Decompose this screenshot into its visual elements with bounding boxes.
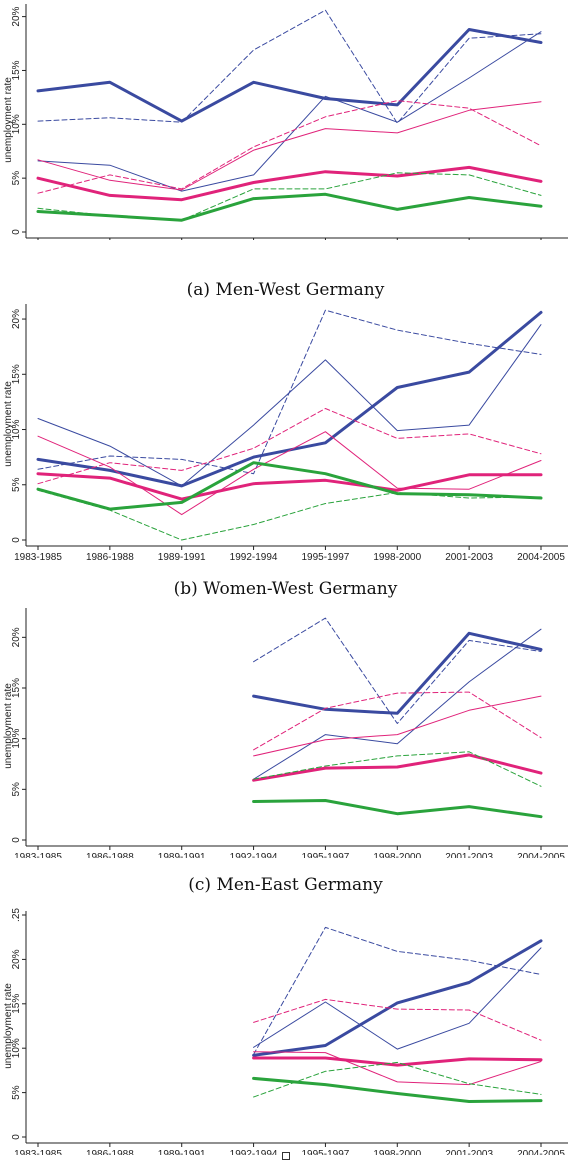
- chart-panel-c: unemployment rate 0 5% 10% 15% 20% 1983-1985 19…: [0, 600, 571, 858]
- x-tick-label: 1992-1994: [230, 552, 278, 560]
- caption-a: (a) Men-West Germany: [186, 280, 385, 300]
- chart-panel-b: unemployment rate 0 5% 10% 15% 20% 1983-1985 19…: [0, 300, 571, 560]
- chart-panel-d: unemployment rate 0 5% 10% 15% 20% .25 1983-198…: [0, 905, 571, 1155]
- y-axis-label: unemployment rate: [3, 77, 14, 163]
- chart-b: unemployment rate 0 5% 10% 15% 20% 1983-1985 19…: [3, 304, 568, 560]
- x-tick-label: 2004-2005: [517, 1149, 565, 1155]
- x-tick-label: 2001-2003: [445, 1149, 493, 1155]
- series-line-thick: [36, 28, 543, 123]
- series-line-dashed: [253, 751, 542, 787]
- y-tick-label: 10%: [11, 729, 22, 749]
- series-line-thin: [253, 628, 542, 780]
- x-tick-label: 1998-2000: [373, 552, 421, 560]
- x-tick-label: 1983-1985: [14, 552, 62, 560]
- y-tick-label: 15%: [11, 994, 22, 1014]
- y-axis-label: unemployment rate: [3, 381, 14, 467]
- chart-c: unemployment rate 0 5% 10% 15% 20% 1983-1985 19…: [3, 608, 568, 858]
- y-tick-label: 15%: [11, 364, 22, 384]
- series-line-thick: [252, 1056, 543, 1067]
- series-line-thin: [253, 695, 542, 757]
- y-tick-label: 10%: [11, 1038, 22, 1058]
- x-tick-label: 1989-1991: [158, 552, 206, 560]
- series-line-thick: [252, 631, 543, 715]
- series-line-thick: [252, 1076, 543, 1103]
- y-tick-label: 15%: [11, 60, 22, 80]
- y-tick-label: 5%: [11, 782, 22, 797]
- series-line-dashed: [37, 309, 542, 475]
- series-line-dashed: [37, 489, 542, 541]
- y-tick-label: 20%: [11, 949, 22, 969]
- y-tick-label: 20%: [11, 309, 22, 329]
- series-line-thin: [37, 31, 542, 192]
- x-tick-label: 1992-1994: [230, 1149, 278, 1155]
- caption-b: (b) Women-West Germany: [173, 579, 398, 599]
- x-tick-label: 1998-2000: [373, 852, 421, 858]
- chart-a: unemployment rate05%10%15%20%1983-198519…: [3, 4, 568, 240]
- x-tick-label: 1995-1997: [302, 552, 350, 560]
- series-line-thick: [36, 472, 543, 501]
- y-axis-label: unemployment rate: [3, 683, 14, 769]
- chart-panel-a: unemployment rate05%10%15%20%1983-198519…: [0, 0, 571, 240]
- x-tick-label: 1998-2000: [373, 1149, 421, 1155]
- series-line-dashed: [253, 691, 542, 751]
- series-line-dashed: [253, 926, 542, 1055]
- series-line-thin: [37, 101, 542, 191]
- series-line-dashed: [37, 172, 542, 221]
- caption-c: (c) Men-East Germany: [188, 875, 383, 895]
- x-tick-label: 2001-2003: [445, 852, 493, 858]
- y-tick-label: 0: [11, 229, 22, 235]
- series-line-thick: [252, 799, 543, 819]
- y-tick-label: 20%: [11, 627, 22, 647]
- x-tick-label: 1986-1988: [86, 1149, 134, 1155]
- y-tick-label: 10%: [11, 114, 22, 134]
- y-tick-label: 0: [11, 1134, 22, 1140]
- series-line-dashed: [253, 617, 542, 724]
- x-tick-label: 1986-1988: [86, 852, 134, 858]
- y-tick-label: 5%: [11, 171, 22, 186]
- x-tick-label: 1995-1997: [302, 1149, 350, 1155]
- y-tick-label: 20%: [11, 7, 22, 27]
- series-line-thin: [253, 947, 542, 1050]
- x-tick-label: 2004-2005: [517, 552, 565, 560]
- y-tick-label: 0: [11, 537, 22, 543]
- x-tick-label: 1983-1985: [14, 1149, 62, 1155]
- square-marker-icon: [282, 1152, 290, 1160]
- x-tick-label: 1995-1997: [302, 852, 350, 858]
- y-tick-label: 10%: [11, 419, 22, 439]
- series-line-thin: [37, 324, 542, 487]
- x-tick-label: 1986-1988: [86, 552, 134, 560]
- series-line-thin: [37, 431, 542, 516]
- series-line-dashed: [253, 998, 542, 1041]
- y-tick-label: 15%: [11, 678, 22, 698]
- x-tick-label: 2004-2005: [517, 852, 565, 858]
- series-line-thin: [253, 1051, 542, 1086]
- x-tick-label: 1983-1985: [14, 852, 62, 858]
- series-line-thick: [252, 753, 543, 782]
- y-tick-label: 5%: [11, 1085, 22, 1100]
- series-line-thick: [36, 165, 543, 202]
- series-line-dashed: [37, 100, 542, 194]
- y-tick-label: 5%: [11, 477, 22, 492]
- y-tick-label: 0: [11, 837, 22, 843]
- series-line-thick: [36, 310, 543, 488]
- series-line-thick: [36, 461, 543, 511]
- chart-d: unemployment rate 0 5% 10% 15% 20% .25 1983-198…: [3, 908, 568, 1155]
- series-line-dashed: [253, 1061, 542, 1098]
- series-line-dashed: [37, 408, 542, 485]
- x-tick-label: 2001-2003: [445, 552, 493, 560]
- y-tick-label: .25: [11, 908, 22, 922]
- series-line-dashed: [37, 9, 542, 124]
- y-axis-label: unemployment rate: [3, 983, 14, 1069]
- x-tick-label: 1992-1994: [230, 852, 278, 858]
- x-tick-label: 1989-1991: [158, 852, 206, 858]
- x-tick-label: 1989-1991: [158, 1149, 206, 1155]
- series-line-thick: [252, 939, 543, 1057]
